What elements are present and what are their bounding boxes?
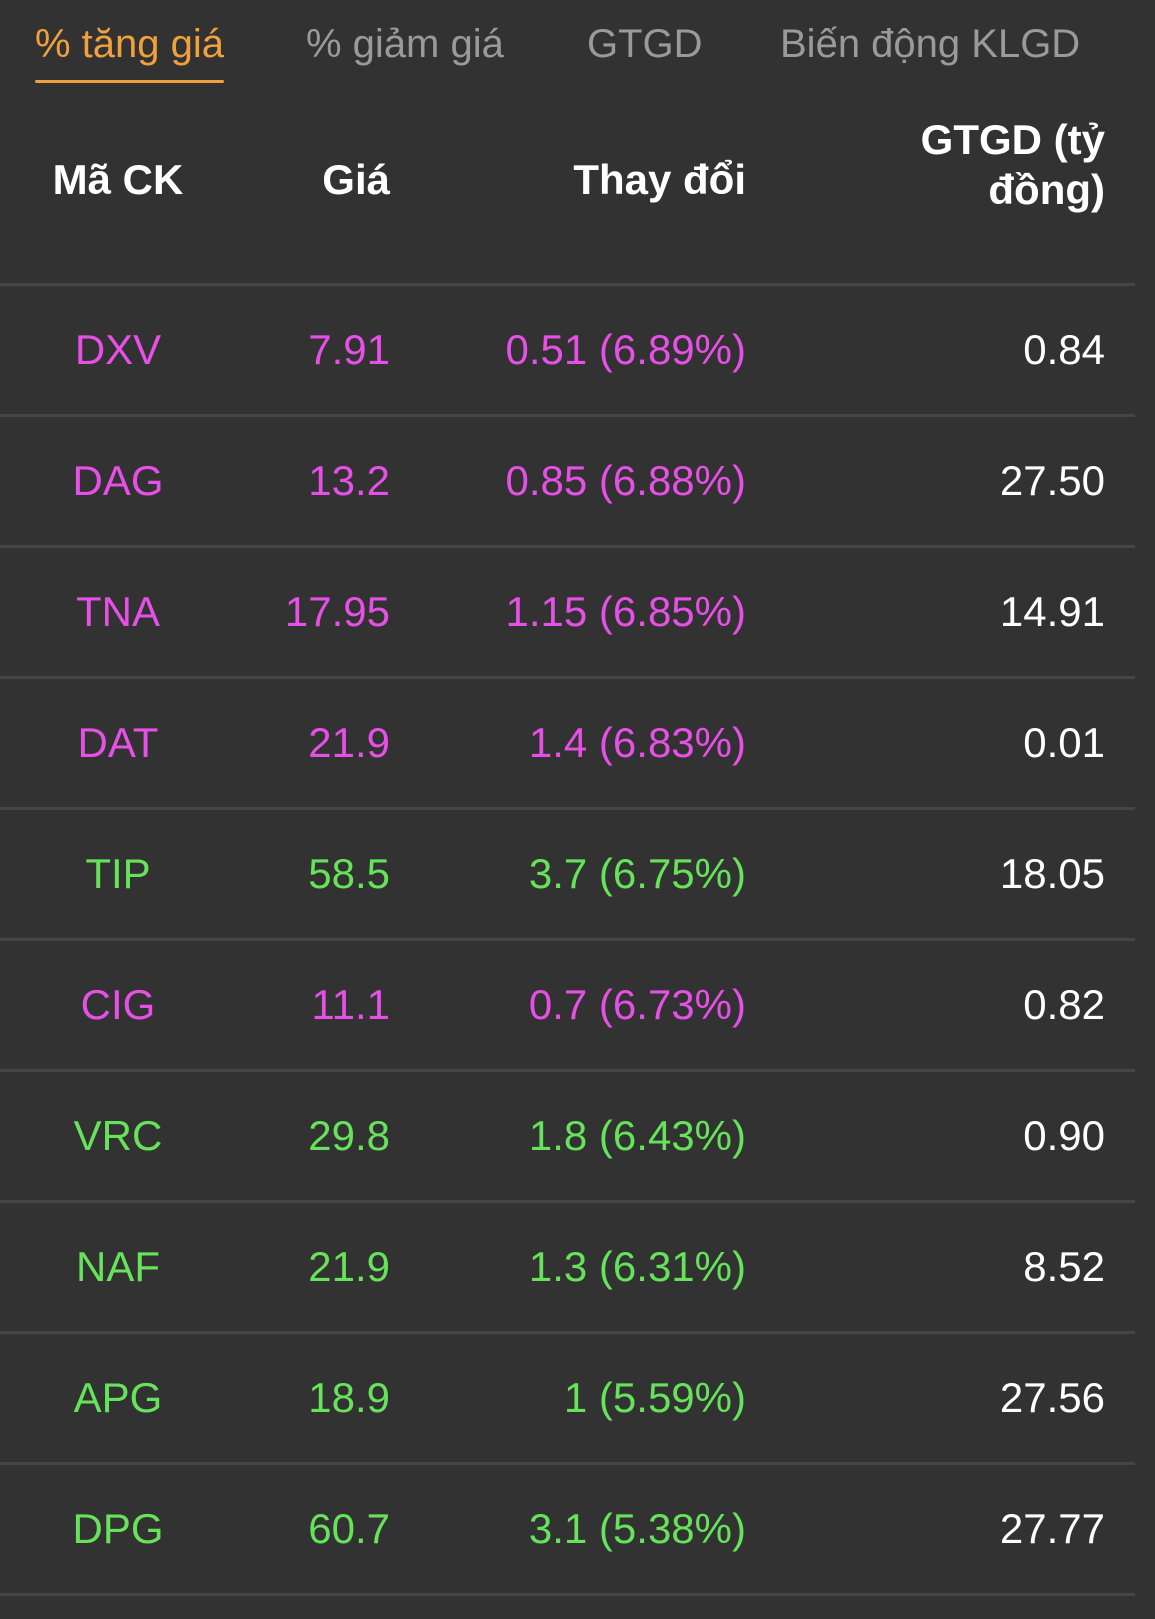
stock-price: 17.95	[284, 588, 390, 635]
trading-value: 27.50	[999, 457, 1105, 504]
stock-code[interactable]: VRC	[73, 1112, 163, 1159]
stock-code[interactable]: DAT	[77, 719, 159, 766]
column-header-price[interactable]: Giá	[322, 156, 390, 203]
stock-price: 21.9	[308, 1243, 390, 1290]
column-header-value[interactable]: GTGD (tỷ đồng)	[920, 116, 1105, 213]
table-row[interactable]: DAT 21.9 1.4 (6.83%) 0.01	[0, 679, 1135, 810]
table-row[interactable]: DXV 7.91 0.51 (6.89%) 0.84	[0, 286, 1135, 417]
trading-value: 18.05	[999, 850, 1105, 897]
table-row[interactable]: TIP 58.5 3.7 (6.75%) 18.05	[0, 810, 1135, 941]
stock-price: 58.5	[308, 850, 390, 897]
stock-code[interactable]: TIP	[85, 850, 151, 897]
stock-price: 13.2	[308, 457, 390, 504]
stock-table: Mã CK Giá Thay đổi GTGD (tỷ đồng) DXV 7.…	[0, 105, 1135, 1596]
tab-label: % giảm giá	[306, 22, 504, 66]
stock-code[interactable]: DAG	[72, 457, 164, 504]
trading-value: 27.56	[999, 1374, 1105, 1421]
trading-value: 0.90	[1023, 1112, 1105, 1159]
stock-change: 1.15 (6.85%)	[505, 588, 746, 635]
stock-price: 29.8	[308, 1112, 390, 1159]
stock-price: 21.9	[308, 719, 390, 766]
stock-code[interactable]: DPG	[72, 1505, 164, 1552]
stock-change: 1.3 (6.31%)	[528, 1243, 746, 1290]
tab-label: % tăng giá	[35, 22, 225, 66]
stock-change: 1 (5.59%)	[563, 1374, 746, 1421]
table-row[interactable]: DPG 60.7 3.1 (5.38%) 27.77	[0, 1465, 1135, 1596]
stock-price: 18.9	[308, 1374, 390, 1421]
trading-value: 14.91	[999, 588, 1105, 635]
tab-volume-change[interactable]: Biến động KLGD	[780, 20, 1080, 68]
trading-value: 0.01	[1023, 719, 1105, 766]
tab-percent-gain[interactable]: % tăng giá	[35, 20, 225, 83]
stock-price: 7.91	[308, 326, 390, 373]
table-header: Mã CK Giá Thay đổi GTGD (tỷ đồng)	[0, 105, 1135, 286]
tab-label: GTGD	[587, 22, 703, 66]
trading-value: 0.82	[1023, 981, 1105, 1028]
stock-price: 60.7	[308, 1505, 390, 1552]
stock-change: 0.51 (6.89%)	[505, 326, 746, 373]
table-row[interactable]: APG 18.9 1 (5.59%) 27.56	[0, 1334, 1135, 1465]
tab-trading-value[interactable]: GTGD	[587, 20, 703, 68]
stock-change: 0.85 (6.88%)	[505, 457, 746, 504]
stock-change: 3.7 (6.75%)	[528, 850, 746, 897]
trading-value: 27.77	[999, 1505, 1105, 1552]
stock-code[interactable]: TNA	[76, 588, 160, 635]
tab-bar: % tăng giá % giảm giá GTGD Biến động KLG…	[0, 0, 1135, 95]
trading-value: 0.84	[1023, 326, 1105, 373]
stock-change: 3.1 (5.38%)	[528, 1505, 746, 1552]
stock-code[interactable]: DXV	[74, 326, 162, 373]
trading-value: 8.52	[1023, 1243, 1105, 1290]
tab-label: Biến động KLGD	[780, 22, 1081, 66]
stock-change: 1.4 (6.83%)	[528, 719, 746, 766]
column-header-change[interactable]: Thay đổi	[573, 156, 746, 203]
stock-price: 11.1	[311, 981, 390, 1028]
table-row[interactable]: NAF 21.9 1.3 (6.31%) 8.52	[0, 1203, 1135, 1334]
active-tab-underline	[35, 80, 225, 83]
stock-code[interactable]: APG	[73, 1374, 163, 1421]
stock-change: 1.8 (6.43%)	[528, 1112, 746, 1159]
table-row[interactable]: TNA 17.95 1.15 (6.85%) 14.91	[0, 548, 1135, 679]
stock-code[interactable]: NAF	[76, 1243, 160, 1290]
table-row[interactable]: DAG 13.2 0.85 (6.88%) 27.50	[0, 417, 1135, 548]
table-body: DXV 7.91 0.51 (6.89%) 0.84 DAG 13.2 0.85…	[0, 286, 1135, 1596]
table-row[interactable]: CIG 11.1 0.7 (6.73%) 0.82	[0, 941, 1135, 1072]
stock-change: 0.7 (6.73%)	[528, 981, 746, 1028]
column-header-code[interactable]: Mã CK	[52, 156, 184, 203]
table-row[interactable]: VRC 29.8 1.8 (6.43%) 0.90	[0, 1072, 1135, 1203]
tab-percent-loss[interactable]: % giảm giá	[306, 20, 504, 68]
stock-code[interactable]: CIG	[80, 981, 156, 1028]
